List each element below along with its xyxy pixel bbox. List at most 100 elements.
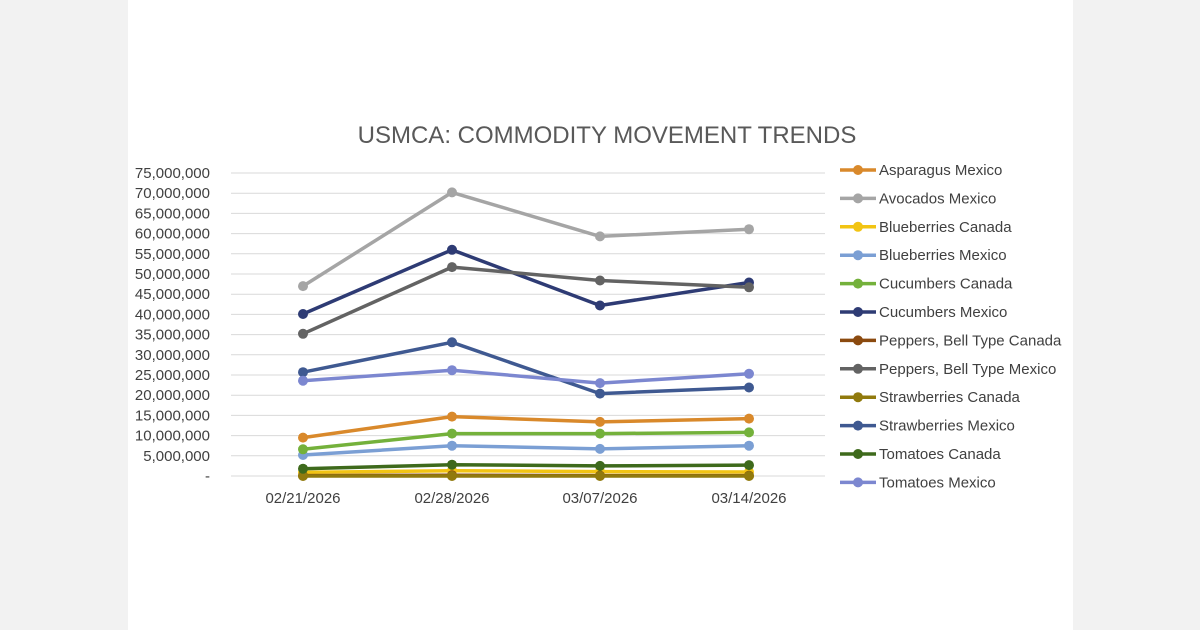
data-point [447,262,457,273]
legend-item: Peppers, Bell Type Canada [840,332,1062,349]
series-line [302,340,750,396]
legend-label: Avocados Mexico [879,190,996,207]
data-point [744,413,754,424]
data-point [595,428,605,439]
data-point [447,411,457,422]
data-point [298,328,308,339]
x-tick-label: 02/28/2026 [414,490,489,507]
series-avocados-mexico [298,187,754,292]
x-tick-label: 03/07/2026 [562,490,637,507]
y-tick-label: 35,000,000 [135,327,210,344]
series-peppers-bell-type-mexico [298,262,754,339]
series-line [302,248,750,316]
data-point [744,427,754,438]
data-point [595,471,605,481]
legend-swatch-marker [853,392,863,403]
legend-swatch-marker [853,307,863,317]
y-tick-label: 65,000,000 [135,205,210,222]
series-asparagus-mexico [298,411,754,443]
y-tick-label: 75,000,000 [135,165,210,182]
data-point [595,231,605,242]
data-point [298,471,308,481]
data-point [447,337,457,348]
legend-swatch-marker [853,165,863,175]
series-line [302,430,750,452]
legend-label: Blueberries Mexico [879,247,1007,264]
y-tick-label: 60,000,000 [135,226,210,243]
data-point [744,382,754,393]
series-line [302,368,750,385]
legend-label: Asparagus Mexico [879,162,1002,179]
data-point [298,432,308,443]
x-axis-ticks: 02/21/2026 02/28/2026 03/07/2026 03/14/2026 [265,490,786,507]
y-tick-label: 20,000,000 [135,387,210,404]
series-cucumbers-canada [298,427,754,455]
series-tomatoes-mexico [298,365,754,389]
legend-label: Cucumbers Canada [879,276,1013,293]
chart-title: USMCA: COMMODITY MOVEMENT TRENDS [358,122,857,149]
data-point [447,187,457,198]
legend-item: Tomatoes Canada [840,446,1001,463]
series-tomatoes-canada [298,459,754,474]
series-strawberries-mexico [298,337,754,399]
legend-item: Blueberries Canada [840,219,1012,236]
data-point [744,224,754,235]
chart-canvas: USMCA: COMMODITY MOVEMENT TRENDS - 5,000,… [128,0,1073,630]
y-axis-ticks: - 5,000,000 10,000,000 15,000,000 20,000,000… [135,165,210,485]
data-point [744,471,754,481]
y-tick-label: 5,000,000 [143,448,210,465]
legend-swatch-marker [853,420,863,431]
data-point [595,300,605,311]
data-point [298,367,308,378]
line-chart: USMCA: COMMODITY MOVEMENT TRENDS - 5,000,… [135,122,1062,507]
legend-swatch-marker [853,250,863,261]
data-point [298,463,308,474]
legend-swatch-marker [853,278,863,289]
data-point [447,428,457,439]
legend-label: Cucumbers Mexico [879,304,1007,321]
data-point [744,282,754,293]
data-point [595,416,605,427]
y-tick-label: 15,000,000 [135,407,210,424]
legend-label: Tomatoes Canada [879,446,1001,463]
legend-item: Cucumbers Mexico [840,304,1007,321]
y-tick-label: 10,000,000 [135,428,210,445]
data-point [447,365,457,376]
legend-label: Tomatoes Mexico [879,474,996,491]
legend-item: Peppers, Bell Type Mexico [840,361,1056,378]
y-tick-label: 25,000,000 [135,367,210,384]
legend: Asparagus Mexico Avocados Mexico Blueberri… [840,162,1062,491]
data-point [447,459,457,470]
y-tick-label: 40,000,000 [135,306,210,323]
series-line [302,468,750,475]
data-point [447,440,457,451]
legend-label: Peppers, Bell Type Canada [879,332,1062,349]
data-point [595,460,605,471]
legend-label: Strawberries Canada [879,389,1021,406]
data-point [447,471,457,481]
legend-label: Peppers, Bell Type Mexico [879,361,1056,378]
data-point [298,281,308,292]
data-point [744,440,754,451]
data-point [447,244,457,255]
y-tick-label: 55,000,000 [135,246,210,263]
data-point [298,309,308,319]
legend-swatch-marker [853,363,863,374]
data-point [298,444,308,455]
data-point [595,388,605,399]
legend-swatch-marker [853,477,863,488]
legend-item: Asparagus Mexico [840,162,1002,179]
legend-item: Avocados Mexico [840,190,996,207]
legend-label: Strawberries Mexico [879,418,1015,435]
data-point [298,375,308,386]
data-point [744,460,754,471]
series-line [302,462,750,471]
series-lines [298,187,754,481]
series-strawberries-canada [298,471,754,481]
y-tick-label: 70,000,000 [135,185,210,202]
y-tick-label: - [205,468,210,485]
data-point [595,275,605,286]
x-tick-label: 03/14/2026 [711,490,786,507]
legend-swatch-marker [853,449,863,459]
data-point [595,443,605,454]
